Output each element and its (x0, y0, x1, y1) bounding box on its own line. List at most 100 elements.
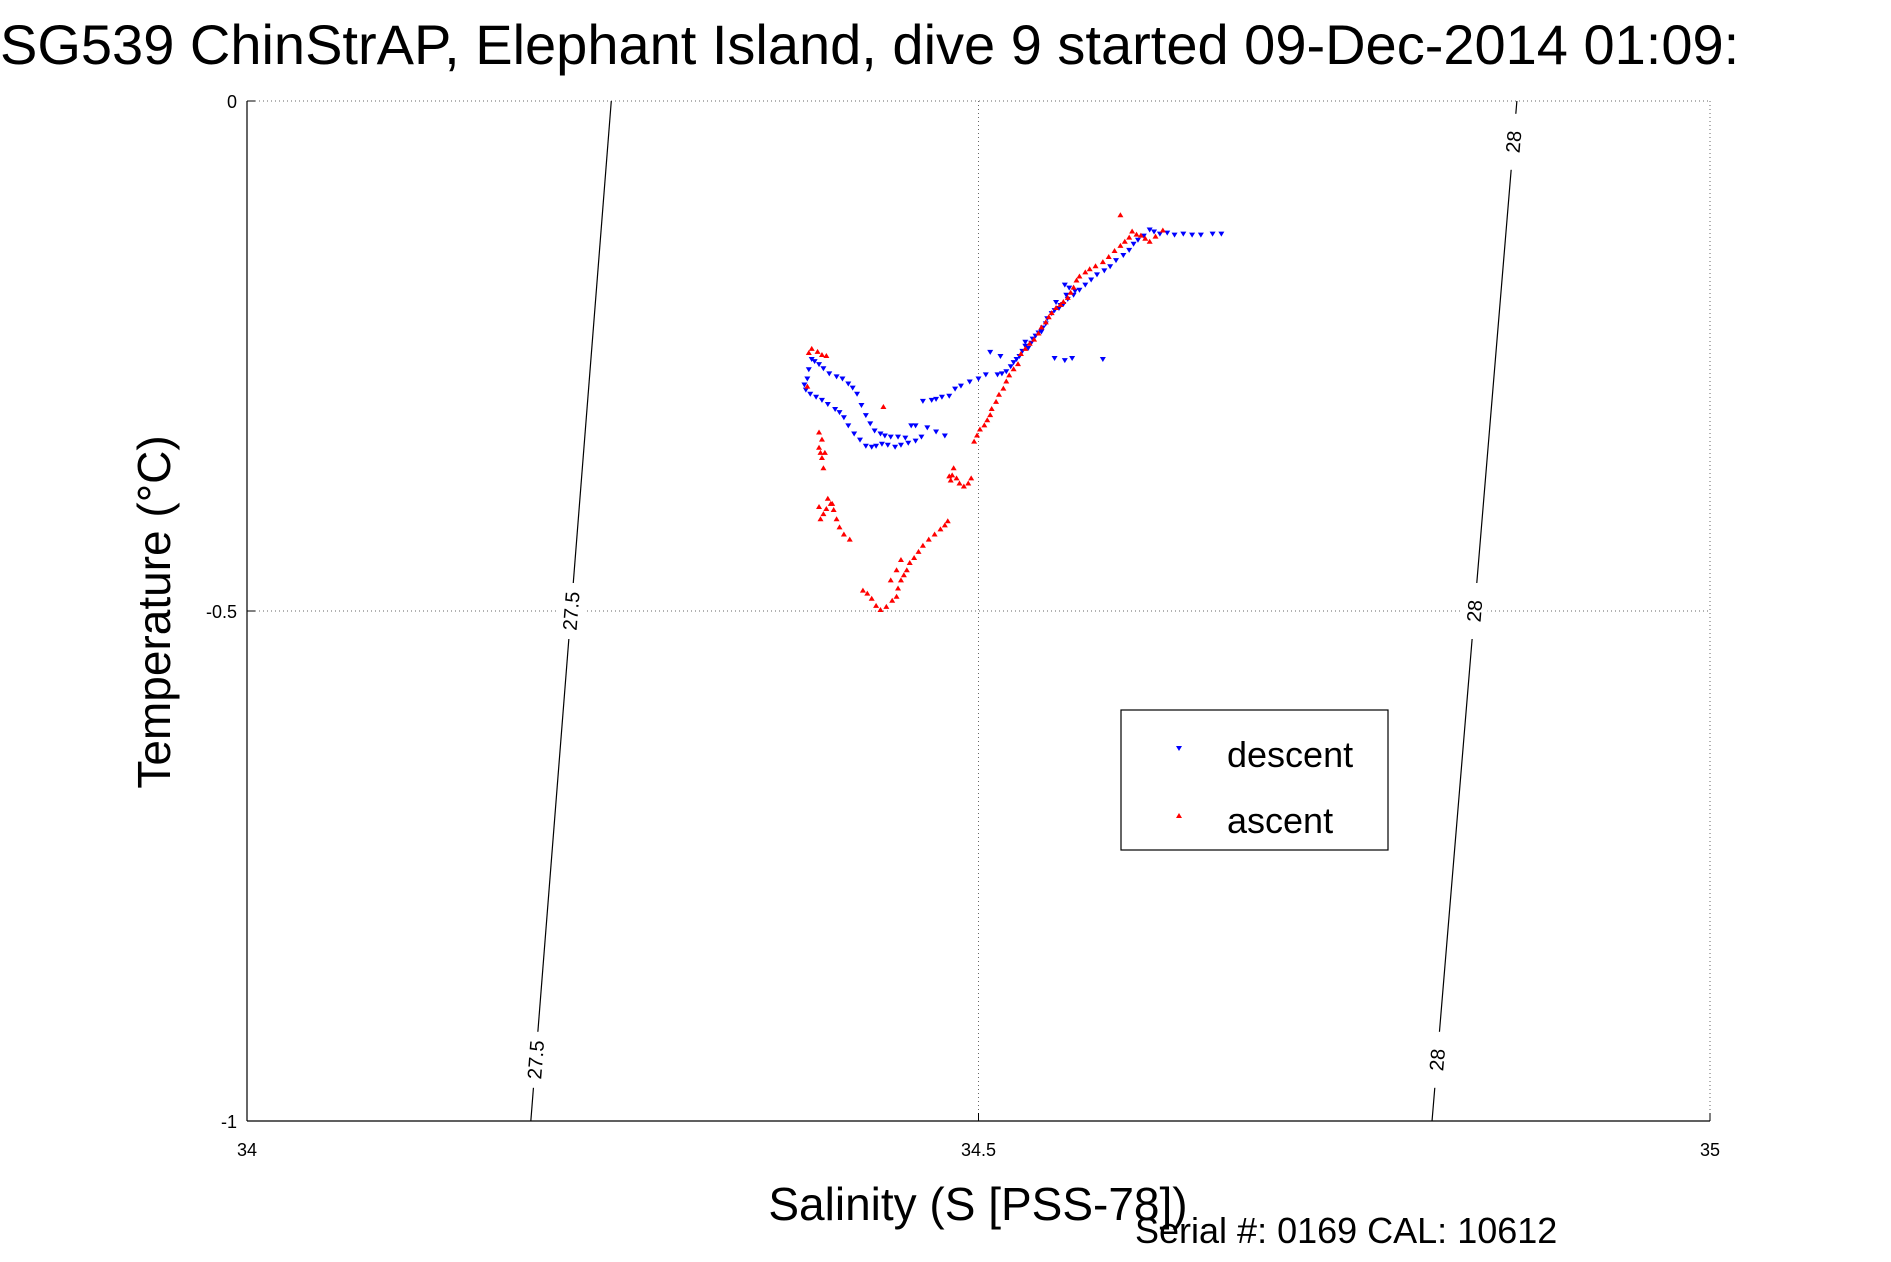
data-point-descent (987, 349, 994, 355)
contour-label-bg (1461, 583, 1488, 639)
data-point-descent (801, 382, 808, 388)
data-point-descent (1038, 329, 1045, 335)
data-point-ascent (887, 577, 894, 583)
contour-label-bg (1500, 113, 1527, 170)
data-point-descent (856, 437, 863, 443)
data-point-ascent (1146, 238, 1153, 244)
data-point-descent (1101, 268, 1108, 274)
data-point-descent (941, 433, 948, 439)
data-point-ascent (925, 536, 932, 542)
data-point-ascent (953, 475, 960, 481)
data-point-ascent (840, 531, 847, 537)
data-point-descent (966, 379, 973, 385)
x-axis-label: Salinity (S [PSS-78]) (768, 1178, 1187, 1230)
data-point-descent (813, 394, 820, 400)
data-point-descent (1151, 229, 1158, 235)
data-point-ascent (981, 422, 988, 428)
data-point-descent (928, 397, 935, 403)
data-point-ascent (1003, 378, 1010, 384)
data-point-descent (975, 376, 982, 382)
data-point-ascent (988, 406, 995, 412)
data-point-descent (1061, 282, 1068, 288)
data-point-ascent (836, 524, 843, 530)
data-point-ascent (1111, 247, 1118, 253)
data-point-ascent (817, 516, 824, 522)
data-point-ascent (1159, 227, 1166, 233)
data-point-ascent (1126, 234, 1133, 240)
data-point-descent (1099, 357, 1106, 363)
series-descent (801, 227, 1225, 450)
x-tick-label: 34 (237, 1140, 257, 1160)
data-point-ascent (877, 606, 884, 612)
data-point-ascent (829, 500, 836, 506)
data-point-ascent (816, 444, 823, 450)
data-point-ascent (823, 506, 830, 511)
data-point-ascent (919, 542, 926, 548)
data-point-ascent (1031, 336, 1038, 342)
data-point-ascent (1053, 305, 1060, 311)
data-point-ascent (820, 511, 827, 517)
data-point-descent (868, 444, 875, 450)
data-point-ascent (873, 602, 880, 608)
data-point-descent (805, 367, 812, 373)
data-point-descent (1022, 339, 1029, 345)
data-point-descent (1053, 299, 1060, 305)
data-point-ascent (915, 548, 922, 554)
data-point-descent (1134, 237, 1141, 243)
data-point-descent (905, 440, 912, 446)
data-point-descent (1010, 360, 1017, 366)
data-point-descent (1069, 356, 1076, 362)
data-point-ascent (1045, 314, 1052, 320)
data-point-ascent (1015, 361, 1022, 367)
data-point-ascent (941, 522, 948, 528)
contour-label: 28 (1426, 1048, 1450, 1072)
data-point-descent (1063, 292, 1070, 298)
data-point-ascent (897, 577, 904, 583)
data-point-ascent (814, 348, 821, 354)
data-point-ascent (993, 398, 1000, 404)
contour-label-bg (1424, 1031, 1451, 1088)
data-point-descent (1061, 358, 1068, 364)
data-point-ascent (1048, 310, 1055, 316)
data-point-descent (1113, 258, 1120, 264)
data-point-descent (1130, 241, 1137, 247)
contour-label-bg (522, 1031, 549, 1088)
data-point-ascent (805, 349, 812, 355)
data-point-descent (1164, 230, 1171, 236)
data-point-ascent (824, 495, 831, 501)
data-point-ascent (1099, 259, 1106, 265)
data-point-ascent (1117, 212, 1124, 218)
data-point-ascent (1073, 277, 1080, 283)
data-point-ascent (1026, 340, 1033, 346)
data-point-descent (1120, 253, 1127, 259)
data-point-descent (862, 443, 869, 449)
data-point-descent (938, 394, 945, 400)
data-point-ascent (1076, 273, 1083, 279)
data-point-descent (873, 443, 880, 449)
data-point-ascent (818, 351, 825, 357)
data-point-descent (816, 362, 823, 368)
y-tick-label: 0 (227, 92, 237, 112)
legend-box (1120, 709, 1389, 851)
data-point-ascent (1070, 284, 1077, 290)
data-point-descent (832, 407, 839, 413)
data-point-ascent (1086, 266, 1093, 272)
y-tick-label: -0.5 (206, 602, 237, 622)
data-point-ascent (971, 438, 978, 444)
contour-label: 27.5 (560, 591, 585, 632)
data-point-ascent (995, 391, 1002, 397)
data-point-descent (1218, 231, 1225, 237)
data-point-descent (1088, 277, 1095, 283)
data-point-ascent (823, 353, 830, 358)
data-point-ascent (1006, 372, 1013, 378)
data-point-ascent (1137, 232, 1144, 238)
data-point-ascent (1117, 242, 1124, 248)
data-point-descent (1107, 264, 1114, 270)
data-point-descent (845, 423, 852, 429)
data-point-descent (1171, 232, 1178, 238)
data-point-ascent (1057, 302, 1064, 307)
data-point-ascent (1142, 235, 1149, 241)
legend-ascent-marker (1176, 813, 1182, 818)
data-point-descent (1189, 232, 1196, 238)
data-point-ascent (893, 593, 900, 599)
